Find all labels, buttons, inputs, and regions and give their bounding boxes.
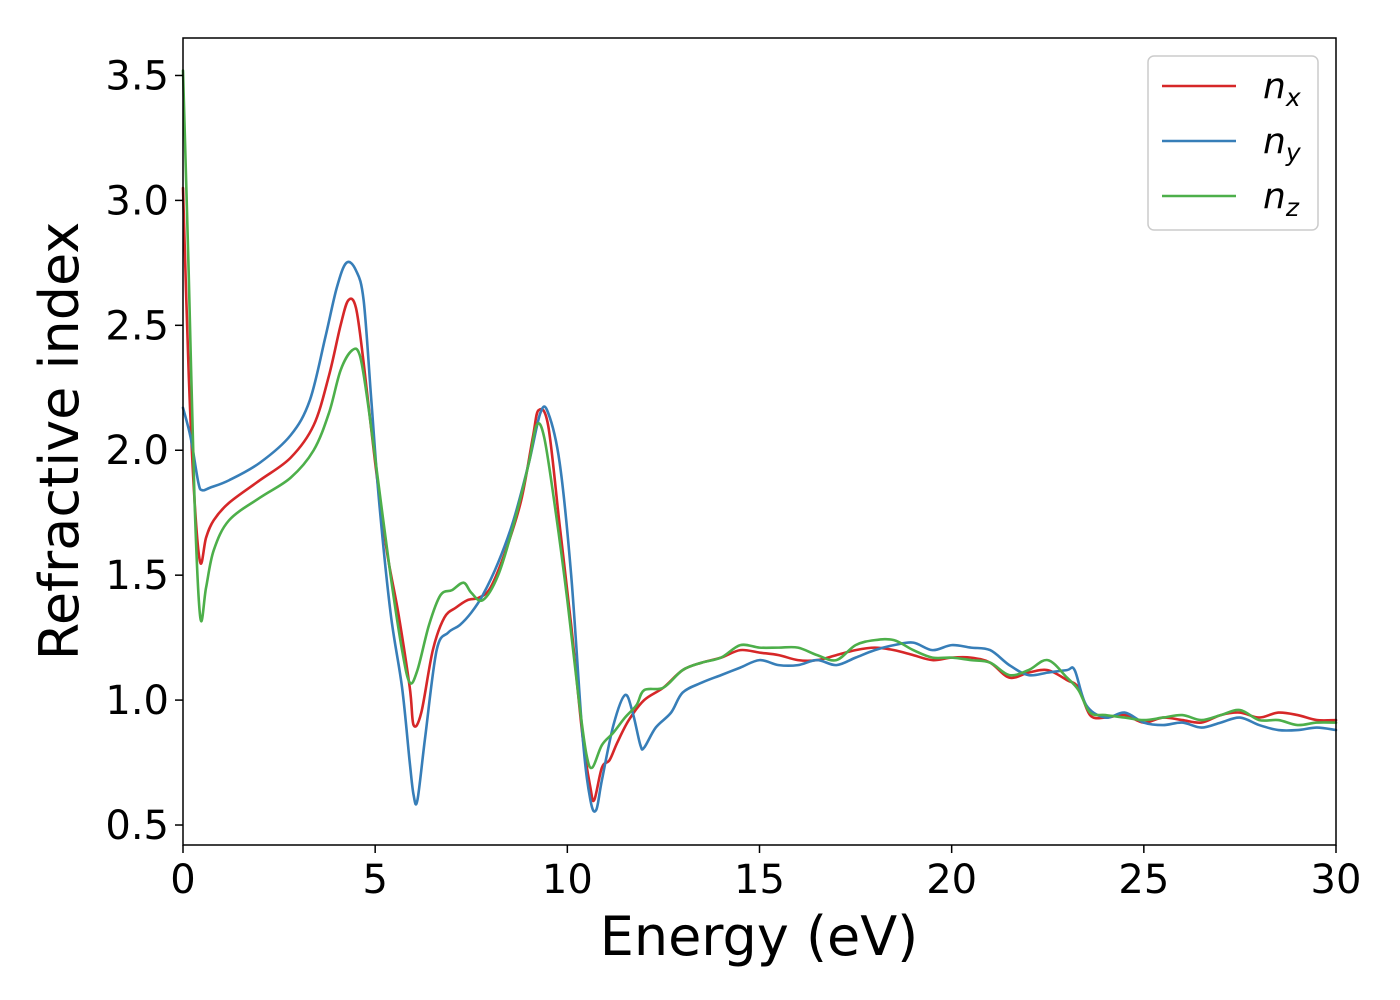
- series-line-x: [181, 186, 1338, 803]
- series-line-y: [181, 260, 1338, 813]
- legend-label-x: nx: [1263, 66, 1301, 112]
- x-axis-label: Energy (eV): [600, 905, 919, 968]
- series-line-z: [181, 69, 1338, 770]
- y-tick-label: 3.5: [105, 53, 169, 99]
- legend-label-y: ny: [1263, 121, 1302, 167]
- series-layer: [181, 69, 1338, 813]
- x-tick-label: 30: [1311, 857, 1362, 903]
- y-tick-label: 1.5: [105, 553, 169, 599]
- x-tick-label: 5: [362, 857, 387, 903]
- legend: nx ny nz: [1147, 55, 1319, 231]
- y-tick-label: 2.0: [105, 428, 169, 474]
- y-tick-label: 3.0: [105, 178, 169, 224]
- x-axis-ticks: 0 5 10 15 20 25 30: [170, 845, 1361, 903]
- plot-frame: [182, 37, 1337, 846]
- x-tick-label: 25: [1118, 857, 1169, 903]
- legend-label-z: nz: [1263, 176, 1300, 222]
- x-tick-label: 20: [926, 857, 977, 903]
- x-tick-label: 15: [734, 857, 785, 903]
- y-axis-ticks: 0.5 1.0 1.5 2.0 2.5 3.0 3.5: [105, 53, 183, 849]
- y-tick-label: 2.5: [105, 303, 169, 349]
- y-tick-label: 1.0: [105, 678, 169, 724]
- y-axis-label: Refractive index: [28, 222, 91, 661]
- x-tick-label: 0: [170, 857, 195, 903]
- y-tick-label: 0.5: [105, 803, 169, 849]
- x-tick-label: 10: [542, 857, 593, 903]
- legend-box: [1147, 55, 1319, 231]
